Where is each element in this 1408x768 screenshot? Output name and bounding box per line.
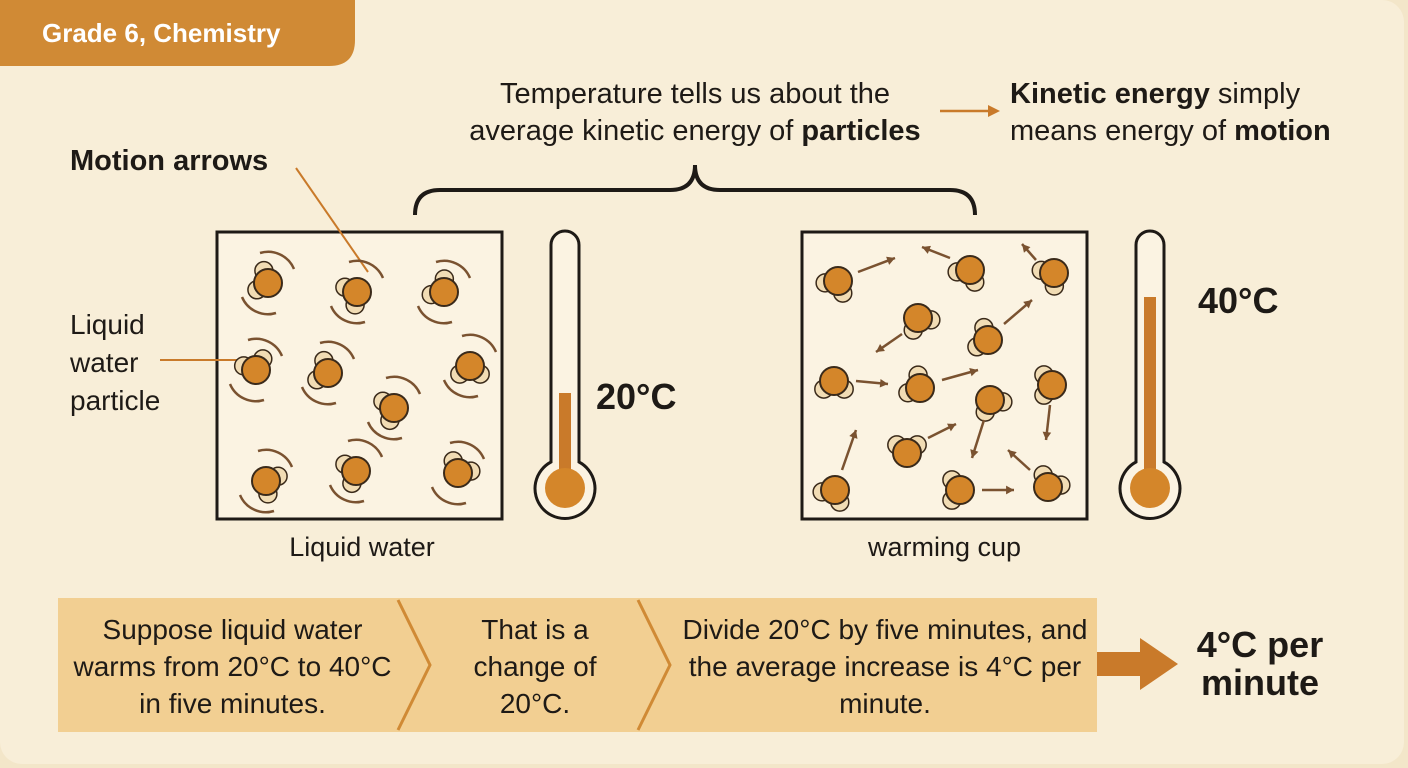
oxygen [251,466,281,496]
motion-arrow-head [969,367,978,377]
particle-label: Liquid water particle [70,309,161,416]
step: Suppose liquid water warms from 20°C to … [73,614,392,719]
motion-arc [416,305,453,325]
motion-arrow-head [1008,450,1017,459]
motion-arrow-head [886,256,895,265]
oxygen [823,266,853,296]
oxygen [892,438,922,468]
motion-arrow-head [1023,300,1032,309]
motion-arc [228,383,265,403]
motion-arrow-head [849,430,858,439]
motion-arc [328,484,365,504]
motion-arc [385,375,422,395]
oxygen [975,385,1005,415]
result-arrow [1097,638,1178,690]
motion-arc [366,421,403,441]
motion-arc [347,438,384,458]
motion-arc [329,305,366,325]
motion-arrow-head [922,245,931,254]
panel-caption: warming cup [867,532,1022,562]
leader-line [295,167,369,273]
oxygen [455,351,485,381]
motion-arc [461,333,498,353]
oxygen [819,366,849,396]
temperature-reading: 40°C [1198,280,1279,321]
motion-arrow-head [970,449,979,458]
oxygen [379,393,409,423]
oxygen [313,358,343,388]
steps-band [58,598,1097,732]
oxygen [342,277,372,307]
motion-arrow-head [1006,485,1014,495]
motion-arrow-head [1022,244,1031,253]
motion-arc [430,486,467,506]
panel-caption: Liquid water [289,532,435,562]
oxygen [241,355,271,385]
temperature-note: Temperature tells us about the average k… [469,78,921,147]
motion-arrows-label: Motion arrows [70,145,269,177]
motion-arc [257,448,294,468]
kinetic-note: Kinetic energy simply means energy of mo… [1010,78,1331,147]
motion-arc [442,379,479,399]
header-tag: Grade 6, Chemistry [42,18,281,48]
motion-arc [319,340,356,360]
oxygen [820,475,850,505]
oxygen [955,255,985,285]
temperature-reading: 20°C [596,376,677,417]
motion-arc [259,250,296,270]
oxygen [945,475,975,505]
motion-arrow-head [876,343,885,352]
chevron [636,599,672,731]
chevron [396,599,432,731]
oxygen [253,268,283,298]
thermometer-bulb [545,468,585,508]
motion-arrow-head [879,378,888,388]
motion-arc [247,337,284,357]
oxygen [903,303,933,333]
motion-arc [435,259,472,279]
thermometer-fill [559,393,571,480]
motion-arc [300,386,337,406]
step: That is a change of 20°C. [473,614,597,719]
motion-arc [238,494,275,514]
motion-arrow-head [947,423,956,432]
oxygen [1037,370,1067,400]
oxygen [341,456,371,486]
motion-arrow-head [1042,431,1052,440]
oxygen [973,325,1003,355]
thermometer [533,229,597,520]
oxygen [1039,258,1069,288]
oxygen [1033,472,1063,502]
motion-arc [240,296,277,316]
oxygen [905,373,935,403]
motion-arc [348,259,385,279]
motion-arc [449,440,486,460]
brace [413,164,977,216]
note-arrow-head [988,105,1000,117]
result: 4°C per minute [1196,624,1324,703]
thermometer-fill [1144,297,1156,480]
oxygen [429,277,459,307]
thermometer-bulb [1130,468,1170,508]
step: Divide 20°C by five minutes, and the ave… [682,614,1088,719]
oxygen [443,458,473,488]
header-tab [0,0,355,66]
